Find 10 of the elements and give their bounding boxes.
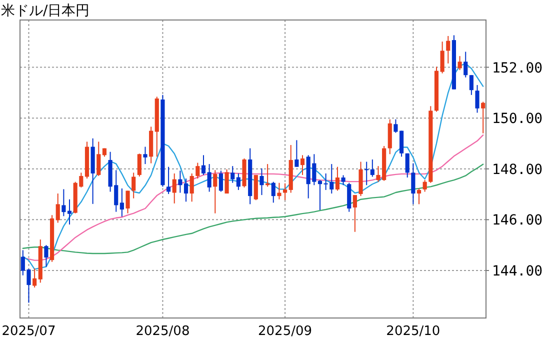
chart-title: 米ドル/日本円 [1, 3, 90, 19]
x-tick-label: 2025/10 [386, 324, 440, 339]
y-tick-label: 150.00 [492, 111, 543, 128]
y-tick-label: 144.00 [492, 263, 543, 280]
x-tick-label: 2025/07 [2, 324, 56, 339]
y-tick-label: 148.00 [492, 162, 543, 178]
x-tick-label: 2025/08 [136, 324, 190, 339]
y-tick-label: 146.00 [492, 212, 543, 229]
y-tick-label: 152.00 [492, 60, 543, 76]
x-tick-label: 2025/09 [258, 324, 312, 339]
